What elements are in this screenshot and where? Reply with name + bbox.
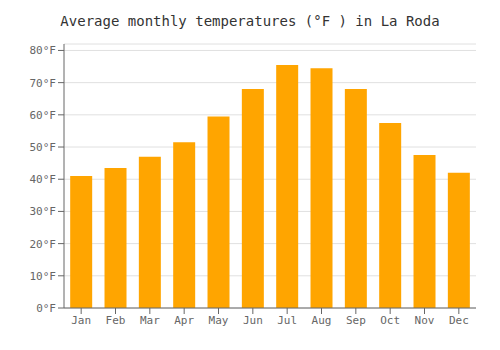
svg-text:10°F: 10°F — [30, 270, 57, 283]
svg-text:30°F: 30°F — [30, 205, 57, 218]
html-text:Average monthly temperatures (: Average monthly temperatures (°F ) in La… — [60, 13, 440, 29]
svg-text:Nov: Nov — [415, 314, 435, 327]
svg-text:Aug: Aug — [312, 314, 332, 327]
svg-text:50°F: 50°F — [30, 141, 57, 154]
svg-text:40°F: 40°F — [30, 173, 57, 186]
svg-text:Jan: Jan — [71, 314, 91, 327]
svg-text:80°F: 80°F — [30, 44, 57, 57]
svg-text:Jul: Jul — [277, 314, 297, 327]
svg-text:Oct: Oct — [380, 314, 400, 327]
svg-text:70°F: 70°F — [30, 77, 57, 90]
svg-text:Dec: Dec — [449, 314, 469, 327]
svg-text:Mar: Mar — [140, 314, 160, 327]
svg-text:0°F: 0°F — [36, 302, 56, 315]
svg-text:May: May — [209, 314, 229, 327]
svg-text:Jun: Jun — [243, 314, 263, 327]
svg-text:Apr: Apr — [174, 314, 194, 327]
svg-text:20°F: 20°F — [30, 238, 57, 251]
svg-text:Feb: Feb — [106, 314, 126, 327]
svg-text:Sep: Sep — [346, 314, 366, 327]
svg-text:60°F: 60°F — [30, 109, 57, 122]
